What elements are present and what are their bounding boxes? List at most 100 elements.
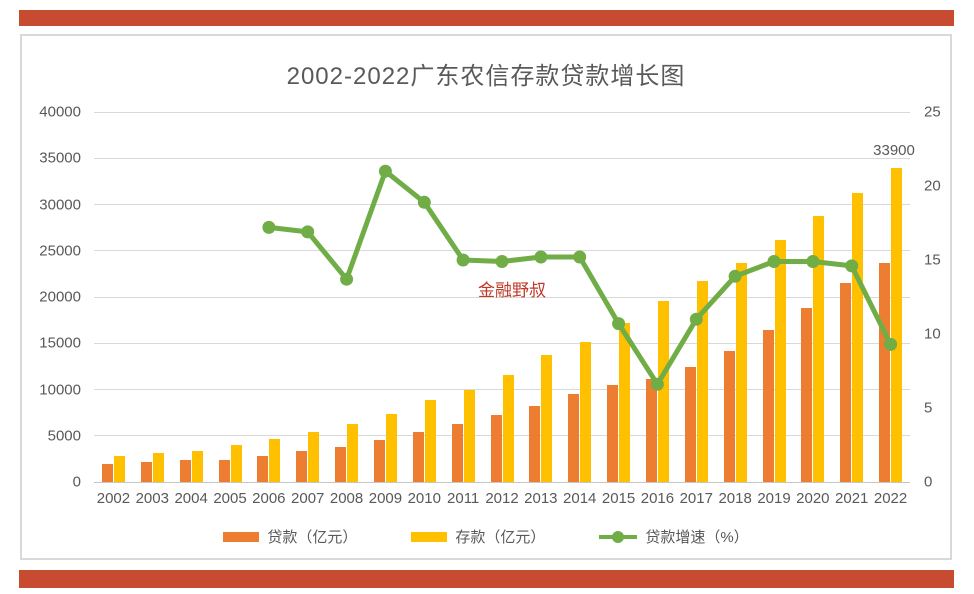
- x-axis-label-2017: 2017: [679, 490, 713, 507]
- bar-loan-2002: [101, 464, 113, 482]
- bar-loan-2012: [490, 415, 502, 482]
- bar-loan-2006: [257, 456, 269, 482]
- bar-deposit-2012: [502, 374, 514, 482]
- chart-title: 2002-2022广东农信存款贷款增长图: [286, 63, 686, 90]
- y-axis-label-left: 35000: [39, 149, 81, 167]
- bar-loan-2016: [645, 379, 657, 482]
- growth-point: [262, 220, 276, 234]
- x-axis-label-2022: 2022: [873, 490, 908, 507]
- bar-deposit-2003: [152, 453, 164, 482]
- chart-card: 2002-2022广东农信存款贷款增长图 0 5000 10000 15000 2000…: [20, 34, 952, 560]
- growth-swatch-icon: [599, 530, 638, 544]
- x-axis-label-2007: 2007: [291, 490, 325, 507]
- grid-line: [94, 250, 910, 252]
- bar-loan-2017: [684, 367, 696, 482]
- bar-deposit-2018: [735, 262, 747, 482]
- bar-loan-2018: [723, 350, 735, 482]
- bar-deposit-2008: [347, 423, 359, 482]
- y-axis-label-right: 25: [924, 103, 941, 121]
- x-axis-label-2008: 2008: [329, 490, 364, 507]
- loan-swatch-icon: [223, 531, 260, 542]
- bar-deposit-2014: [580, 342, 592, 482]
- y-axis-label-right: 5: [924, 399, 933, 417]
- x-axis-label-2019: 2019: [757, 490, 791, 507]
- data-label-2022-deposit: 33900: [873, 142, 915, 159]
- bar-deposit-2002: [113, 456, 125, 482]
- y-axis-label-left: 0: [72, 473, 81, 491]
- growth-point: [378, 164, 392, 178]
- bar-loan-2007: [296, 451, 308, 482]
- x-axis-label-2018: 2018: [718, 490, 752, 507]
- growth-point: [495, 255, 509, 268]
- watermark-text: 金融野叔: [478, 281, 546, 300]
- bar-loan-2005: [218, 459, 230, 482]
- bar-deposit-2004: [191, 450, 203, 482]
- bar-loan-2008: [335, 446, 347, 482]
- bar-loan-2009: [373, 439, 385, 482]
- y-axis-label-left: 10000: [39, 381, 81, 398]
- x-axis-label-2004: 2004: [174, 490, 208, 507]
- x-axis-label-2003: 2003: [135, 490, 169, 507]
- bar-loan-2021: [840, 283, 852, 482]
- x-axis-label-2002: 2002: [96, 490, 131, 507]
- x-axis-label-2021: 2021: [835, 490, 869, 507]
- y-axis-label-right: 0: [924, 473, 933, 491]
- x-axis-label-2011: 2011: [447, 490, 480, 507]
- legend-item-deposit: 存款（亿元）: [411, 526, 545, 547]
- bar-loan-2010: [412, 431, 424, 482]
- bar-loan-2015: [607, 384, 619, 482]
- legend-label: 存款（亿元）: [455, 529, 546, 546]
- y-axis-label-left: 20000: [39, 288, 81, 306]
- grid-line: [94, 157, 910, 159]
- growth-point: [456, 253, 470, 267]
- y-axis-label-left: 30000: [39, 196, 81, 213]
- x-axis-label-2016: 2016: [640, 490, 675, 507]
- bar-loan-2013: [529, 405, 541, 482]
- growth-point: [573, 250, 587, 264]
- legend-item-loan: 贷款（亿元）: [223, 526, 357, 547]
- deposit-swatch-icon: [411, 531, 448, 542]
- bar-deposit-2017: [696, 281, 708, 482]
- bar-loan-2011: [451, 423, 463, 482]
- bar-deposit-2009: [385, 413, 397, 482]
- legend-item-growth: 贷款增速（%）: [599, 526, 749, 547]
- y-axis-label-right: 15: [924, 251, 941, 269]
- x-axis-label-2005: 2005: [213, 490, 247, 507]
- bar-deposit-2010: [424, 399, 436, 482]
- grid-line: [94, 481, 910, 483]
- bar-deposit-2011: [463, 389, 475, 482]
- legend-label: 贷款增速（%）: [645, 529, 749, 546]
- y-axis-label-left: 5000: [47, 427, 81, 445]
- y-axis-label-left: 40000: [39, 103, 81, 121]
- grid-line: [94, 389, 910, 390]
- x-axis-label-2013: 2013: [524, 490, 558, 507]
- y-axis-label-left: 15000: [39, 334, 81, 352]
- bar-loan-2004: [179, 460, 191, 482]
- bar-deposit-2015: [619, 322, 631, 482]
- bar-deposit-2020: [813, 215, 825, 482]
- bar-deposit-2021: [852, 193, 864, 482]
- bottom-accent-bar: [19, 570, 954, 588]
- x-axis-label-2009: 2009: [368, 490, 403, 507]
- bar-loan-2019: [762, 330, 774, 482]
- y-axis-label-right: 20: [924, 177, 941, 195]
- growth-point: [301, 225, 315, 239]
- y-axis-label-left: 25000: [39, 242, 81, 260]
- bar-loan-2014: [568, 394, 580, 482]
- bar-deposit-2005: [230, 445, 242, 482]
- grid-line: [94, 111, 910, 113]
- bar-deposit-2013: [541, 355, 553, 482]
- x-axis-label-2012: 2012: [485, 490, 519, 507]
- bar-deposit-2007: [308, 432, 320, 482]
- grid-line: [94, 204, 910, 205]
- x-axis-label-2015: 2015: [601, 490, 636, 507]
- legend-label: 贷款（亿元）: [267, 529, 358, 546]
- bar-loan-2022: [879, 262, 891, 482]
- bar-deposit-2019: [774, 239, 786, 482]
- x-axis-label-2020: 2020: [796, 490, 830, 507]
- bar-loan-2003: [140, 462, 152, 482]
- x-axis-label-2010: 2010: [407, 490, 441, 507]
- growth-point: [340, 272, 354, 286]
- y-axis-label-right: 10: [924, 325, 941, 343]
